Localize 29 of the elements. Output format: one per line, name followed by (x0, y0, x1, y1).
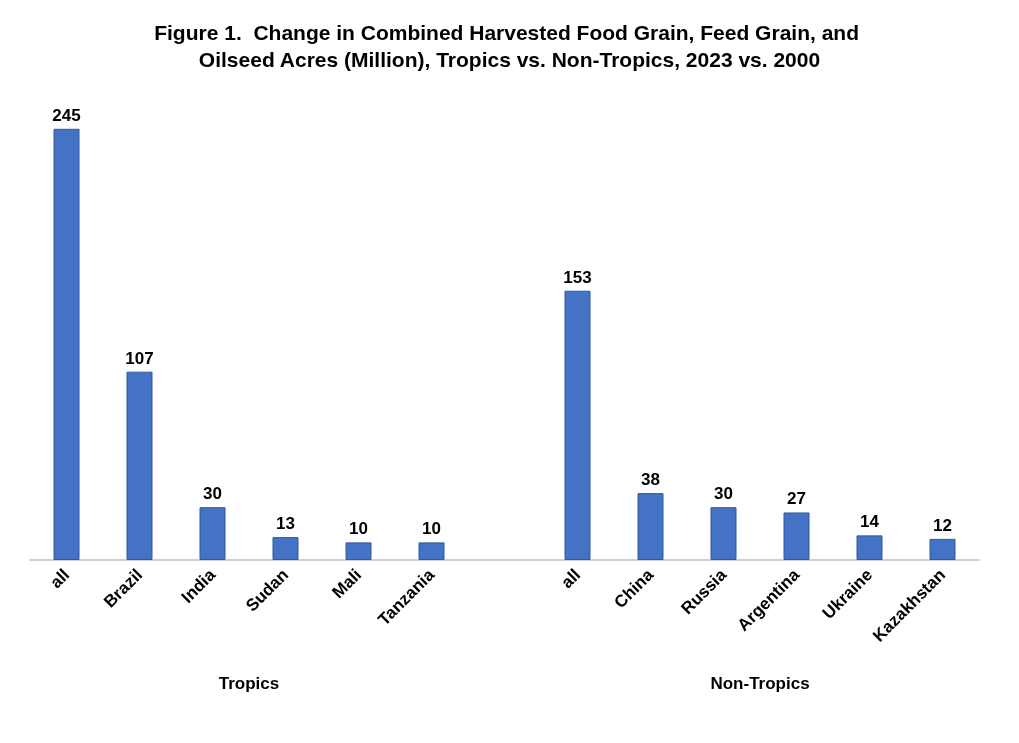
text: Tropics (218, 673, 280, 693)
bar (53, 128, 80, 560)
data-label: 13 (276, 514, 295, 534)
data-label: 27 (787, 489, 806, 509)
data-label: 14 (860, 512, 880, 532)
data-label: 107 (125, 348, 154, 368)
data-label: 10 (349, 519, 368, 539)
x-tick-label: all (46, 565, 74, 593)
data-label: 153 (563, 267, 592, 287)
data-label: 30 (203, 484, 222, 504)
data-label: 30 (714, 484, 733, 504)
bar (345, 542, 372, 560)
data-label: 38 (641, 470, 660, 490)
bar (929, 538, 956, 560)
bar (126, 371, 153, 560)
text: Non-Tropics (710, 673, 810, 693)
bar (783, 512, 810, 560)
bar (710, 507, 737, 560)
bar (856, 535, 883, 560)
bar (272, 537, 299, 560)
bar (418, 542, 445, 560)
x-tick-label: all (557, 565, 585, 593)
data-label: 12 (933, 515, 952, 535)
bar (199, 507, 226, 560)
chart-title: Figure 1. Change in Combined Harvested Food Grain, Feed Grain, and Oilseed Acres (Million), Tropics vs. Non-Tropics, 2023 vs. 2000 (154, 21, 865, 71)
data-label: 245 (52, 105, 81, 125)
data-label: 10 (422, 519, 441, 539)
bar (637, 493, 664, 560)
bar (564, 290, 591, 560)
